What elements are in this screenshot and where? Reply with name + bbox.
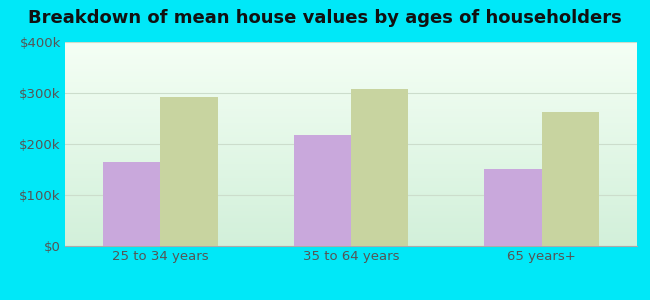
Bar xyxy=(484,169,541,246)
Text: Breakdown of mean house values by ages of householders: Breakdown of mean house values by ages o… xyxy=(28,9,622,27)
Bar xyxy=(541,112,599,246)
Bar xyxy=(351,89,408,246)
Bar xyxy=(161,97,218,246)
Bar xyxy=(294,135,351,246)
Bar xyxy=(103,162,161,246)
